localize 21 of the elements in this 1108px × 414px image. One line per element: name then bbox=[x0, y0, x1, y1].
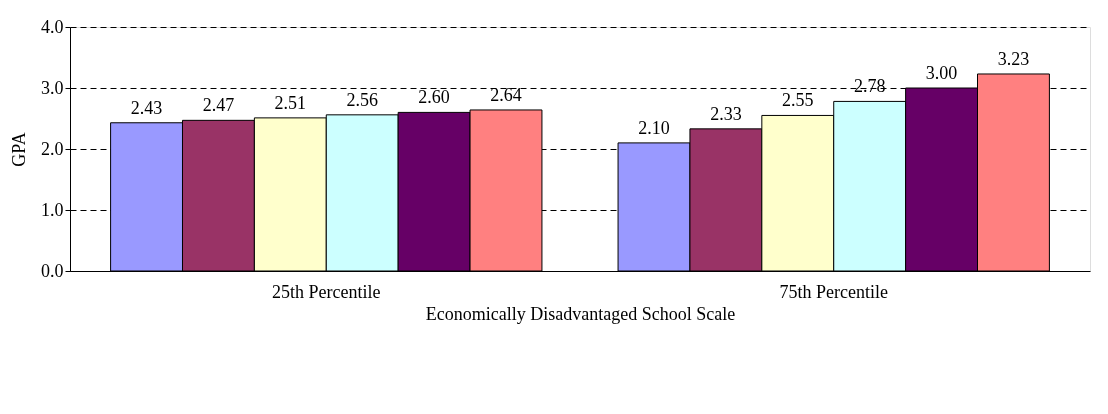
data-label: 2.33 bbox=[710, 103, 742, 124]
data-label: 2.78 bbox=[853, 76, 886, 97]
data-label: 2.64 bbox=[490, 84, 522, 105]
x-axis-title: Economically Disadvantaged School Scale bbox=[425, 303, 736, 324]
y-tick-label: 3.0 bbox=[41, 77, 64, 98]
y-tick-label: 0.0 bbox=[41, 260, 64, 281]
data-label: 2.43 bbox=[130, 97, 163, 118]
data-label: 2.60 bbox=[418, 87, 450, 108]
y-tick-label: 4.0 bbox=[41, 16, 64, 37]
data-label: 2.10 bbox=[638, 117, 670, 138]
data-label: 2.56 bbox=[346, 89, 378, 110]
data-label: 3.23 bbox=[997, 48, 1030, 69]
x-tick-label: 75th Percentile bbox=[779, 281, 888, 302]
data-label: 2.47 bbox=[202, 95, 235, 116]
data-label: 2.51 bbox=[274, 92, 307, 113]
y-tick-label: 1.0 bbox=[41, 199, 64, 220]
data-label: 3.00 bbox=[925, 63, 958, 83]
data-label: 2.55 bbox=[782, 90, 814, 111]
y-tick-label: 2.0 bbox=[41, 138, 64, 159]
x-tick-label: 25th Percentile bbox=[272, 281, 381, 302]
y-axis-title: GPA bbox=[9, 132, 29, 167]
